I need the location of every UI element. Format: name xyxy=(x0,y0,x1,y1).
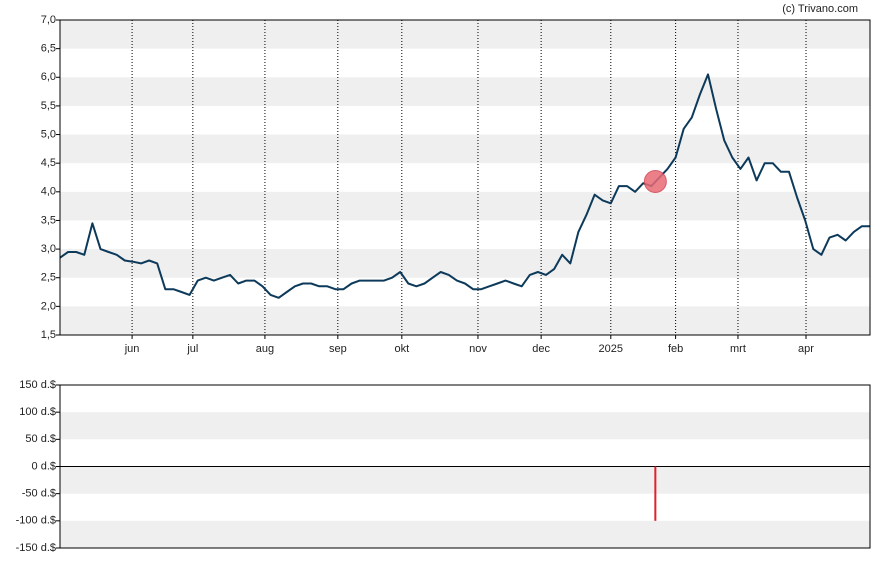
x-tick-label: nov xyxy=(469,343,487,355)
band xyxy=(60,520,870,548)
x-tick-label: feb xyxy=(668,343,683,355)
y-tick-label: 1,5 xyxy=(41,329,56,341)
band xyxy=(60,249,870,278)
y-tick-label: 50 d.$ xyxy=(25,433,56,445)
y-tick-label: 6,5 xyxy=(41,43,56,55)
y-tick-label: 5,0 xyxy=(41,128,56,140)
y-tick-label: 2,0 xyxy=(41,300,56,312)
y-tick-label: 6,0 xyxy=(41,71,56,83)
y-tick-label: 100 d.$ xyxy=(19,406,56,418)
band xyxy=(60,466,870,494)
band xyxy=(60,20,870,49)
x-tick-label: jun xyxy=(124,343,140,355)
band xyxy=(60,134,870,164)
plot-frame xyxy=(59,384,871,549)
x-tick-label: dec xyxy=(532,343,550,355)
price-line xyxy=(59,73,870,299)
source: (c) Trivano.com xyxy=(782,3,858,15)
x-tick-label: aug xyxy=(256,343,274,355)
y-tick-label: 4,0 xyxy=(41,186,56,198)
x-tick-label: sep xyxy=(329,343,347,355)
trade-marker xyxy=(643,170,667,194)
band xyxy=(60,77,870,106)
y-tick-label: -100 d.$ xyxy=(16,515,56,527)
y-tick-label: -50 d.$ xyxy=(22,488,56,500)
plot-frame xyxy=(59,19,871,336)
y-tick-label: 4,5 xyxy=(41,157,56,169)
y-tick-label: 3,0 xyxy=(41,243,56,255)
x-tick-label: okt xyxy=(394,343,409,355)
x-tick-label: 2025 xyxy=(599,343,623,355)
x-tick-label: jul xyxy=(186,343,198,355)
band xyxy=(60,306,870,335)
band xyxy=(60,412,870,440)
y-tick-label: 7,0 xyxy=(41,14,56,26)
y-tick-label: 3,5 xyxy=(41,214,56,226)
x-tick-label: mrt xyxy=(730,343,746,355)
band xyxy=(60,191,870,221)
y-tick-label: 0 d.$ xyxy=(32,460,56,472)
y-tick-label: 2,5 xyxy=(41,272,56,284)
y-tick-label: 150 d.$ xyxy=(19,379,56,391)
y-tick-label: 5,5 xyxy=(41,100,56,112)
y-tick-label: -150 d.$ xyxy=(16,542,56,554)
x-tick-label: apr xyxy=(798,343,814,355)
